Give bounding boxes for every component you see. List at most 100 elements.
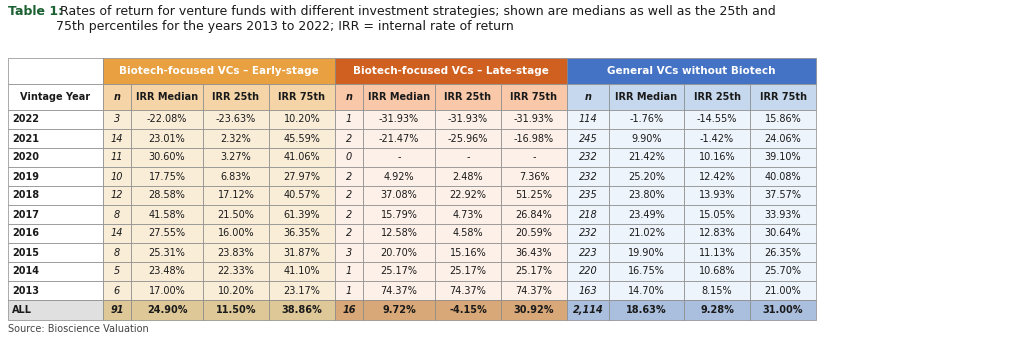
- Bar: [203, 262, 269, 281]
- Text: 7.36%: 7.36%: [519, 171, 549, 182]
- Text: 23.49%: 23.49%: [628, 209, 665, 220]
- Bar: [269, 167, 335, 186]
- Text: 2021: 2021: [12, 134, 39, 143]
- Bar: [501, 186, 567, 205]
- Bar: [103, 148, 131, 167]
- Text: 11.50%: 11.50%: [216, 305, 256, 315]
- Bar: [103, 58, 335, 84]
- Bar: [435, 186, 501, 205]
- Bar: [609, 262, 684, 281]
- Text: 37.57%: 37.57%: [765, 191, 802, 200]
- Bar: [131, 243, 203, 262]
- Bar: [335, 262, 362, 281]
- Bar: [269, 186, 335, 205]
- Bar: [203, 167, 269, 186]
- Text: 8: 8: [114, 248, 120, 257]
- Text: 2.32%: 2.32%: [220, 134, 251, 143]
- Text: 16: 16: [342, 305, 355, 315]
- Bar: [435, 243, 501, 262]
- Bar: [684, 262, 750, 281]
- Bar: [103, 129, 131, 148]
- Bar: [684, 205, 750, 224]
- Text: 245: 245: [579, 134, 597, 143]
- Text: 4.73%: 4.73%: [453, 209, 483, 220]
- Text: 2: 2: [346, 228, 352, 238]
- Text: 17.75%: 17.75%: [148, 171, 185, 182]
- Text: 45.59%: 45.59%: [284, 134, 321, 143]
- Bar: [750, 167, 816, 186]
- Text: 3: 3: [346, 248, 352, 257]
- Bar: [362, 224, 435, 243]
- Text: 20.59%: 20.59%: [515, 228, 552, 238]
- Bar: [131, 205, 203, 224]
- Bar: [435, 148, 501, 167]
- Text: 41.06%: 41.06%: [284, 152, 321, 163]
- Bar: [131, 186, 203, 205]
- Bar: [435, 205, 501, 224]
- Bar: [684, 300, 750, 320]
- Text: 2,114: 2,114: [572, 305, 603, 315]
- Bar: [362, 300, 435, 320]
- Text: 33.93%: 33.93%: [765, 209, 802, 220]
- Text: -: -: [466, 152, 470, 163]
- Text: 22.92%: 22.92%: [450, 191, 486, 200]
- Text: 23.48%: 23.48%: [148, 266, 185, 277]
- Text: 235: 235: [579, 191, 597, 200]
- Bar: [684, 186, 750, 205]
- Bar: [567, 110, 609, 129]
- Text: 25.17%: 25.17%: [450, 266, 486, 277]
- Bar: [103, 243, 131, 262]
- Bar: [269, 110, 335, 129]
- Text: 4.92%: 4.92%: [384, 171, 415, 182]
- Bar: [567, 148, 609, 167]
- Text: 10.20%: 10.20%: [284, 114, 321, 125]
- Bar: [609, 84, 684, 110]
- Text: IRR 25th: IRR 25th: [444, 92, 492, 102]
- Text: 30.92%: 30.92%: [514, 305, 554, 315]
- Bar: [269, 300, 335, 320]
- Bar: [269, 84, 335, 110]
- Bar: [103, 205, 131, 224]
- Text: 25.17%: 25.17%: [515, 266, 553, 277]
- Text: -: -: [397, 152, 400, 163]
- Text: 40.08%: 40.08%: [765, 171, 802, 182]
- Text: 18.63%: 18.63%: [627, 305, 667, 315]
- Bar: [609, 243, 684, 262]
- Text: 41.58%: 41.58%: [148, 209, 185, 220]
- Text: 232: 232: [579, 152, 597, 163]
- Text: 21.42%: 21.42%: [628, 152, 665, 163]
- Text: -: -: [532, 152, 536, 163]
- Bar: [501, 243, 567, 262]
- Text: Rates of return for venture funds with different investment strategies; shown ar: Rates of return for venture funds with d…: [56, 5, 776, 33]
- Bar: [567, 167, 609, 186]
- Bar: [203, 205, 269, 224]
- Text: 26.84%: 26.84%: [516, 209, 552, 220]
- Bar: [567, 58, 816, 84]
- Bar: [501, 84, 567, 110]
- Text: 21.00%: 21.00%: [765, 286, 802, 295]
- Text: 2019: 2019: [12, 171, 39, 182]
- Text: 51.25%: 51.25%: [515, 191, 553, 200]
- Bar: [435, 129, 501, 148]
- Text: 10: 10: [111, 171, 123, 182]
- Text: 27.55%: 27.55%: [148, 228, 185, 238]
- Bar: [103, 186, 131, 205]
- Text: 38.86%: 38.86%: [282, 305, 323, 315]
- Bar: [103, 110, 131, 129]
- Bar: [567, 186, 609, 205]
- Bar: [362, 167, 435, 186]
- Bar: [750, 84, 816, 110]
- Text: 24.06%: 24.06%: [765, 134, 802, 143]
- Text: 21.50%: 21.50%: [217, 209, 254, 220]
- Bar: [609, 129, 684, 148]
- Bar: [567, 84, 609, 110]
- Text: 20.70%: 20.70%: [381, 248, 418, 257]
- Text: Table 1:: Table 1:: [8, 5, 63, 18]
- Bar: [131, 300, 203, 320]
- Text: 1: 1: [346, 266, 352, 277]
- Text: Biotech-focused VCs – Late-stage: Biotech-focused VCs – Late-stage: [353, 66, 549, 76]
- Bar: [131, 148, 203, 167]
- Text: 24.90%: 24.90%: [146, 305, 187, 315]
- Bar: [335, 186, 362, 205]
- Text: -14.55%: -14.55%: [696, 114, 737, 125]
